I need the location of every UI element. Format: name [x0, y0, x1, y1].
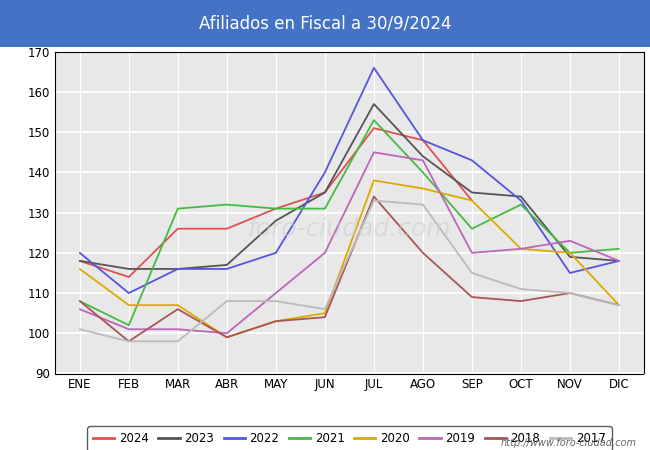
- Text: http://www.foro-ciudad.com: http://www.foro-ciudad.com: [501, 438, 637, 448]
- Text: foro-ciudad.com: foro-ciudad.com: [248, 217, 451, 241]
- Text: Afiliados en Fiscal a 30/9/2024: Afiliados en Fiscal a 30/9/2024: [199, 14, 451, 33]
- Legend: 2024, 2023, 2022, 2021, 2020, 2019, 2018, 2017: 2024, 2023, 2022, 2021, 2020, 2019, 2018…: [87, 427, 612, 450]
